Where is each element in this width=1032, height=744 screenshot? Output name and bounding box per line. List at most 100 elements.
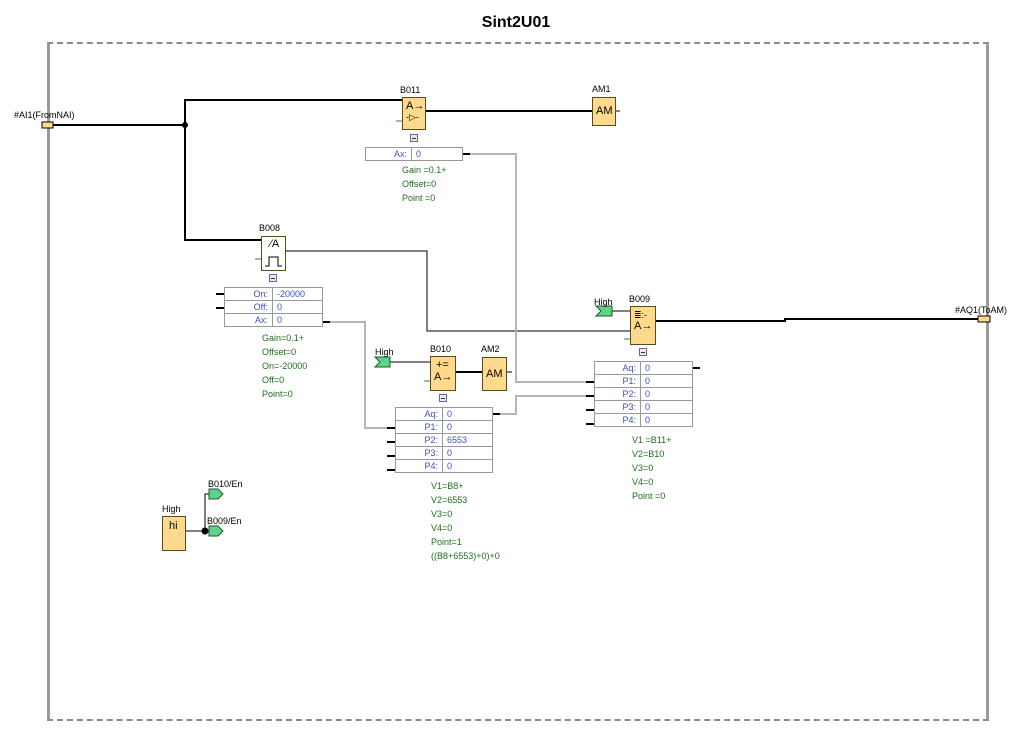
info-line: V3=0 bbox=[431, 509, 453, 519]
info-line: V3=0 bbox=[632, 463, 654, 473]
block-label: AM1 bbox=[592, 84, 611, 94]
diagram-title: Sint2U01 bbox=[481, 14, 551, 31]
param-wire-b008-b010 bbox=[330, 321, 387, 429]
block-info-b008: Gain=0.1+ Offset=0 On=-20000 Off=0 Point… bbox=[262, 331, 307, 401]
param-value[interactable]: 0 bbox=[442, 446, 493, 460]
analog-threshold-trigger-icon: ⁄A bbox=[270, 238, 280, 250]
block-label: B010 bbox=[430, 344, 452, 354]
param-value[interactable]: 0 bbox=[640, 374, 693, 388]
param-value[interactable]: 0 bbox=[442, 420, 493, 434]
info-line: V4=0 bbox=[431, 523, 453, 533]
block-b009[interactable]: ≣:- A→ bbox=[630, 306, 656, 345]
block-info-b011: Gain =0.1+ Offset=0 Point =0 bbox=[402, 163, 447, 205]
param-key: Aq: bbox=[395, 407, 443, 421]
param-key: P1: bbox=[594, 374, 641, 388]
block-b011[interactable]: A→ -▷- bbox=[402, 97, 426, 130]
block-b010[interactable]: += A→ bbox=[430, 356, 456, 391]
high-flag-b009 bbox=[594, 305, 613, 317]
info-line: V4=0 bbox=[632, 477, 654, 487]
constant-high-icon: hi bbox=[169, 520, 178, 532]
flag-b009-en bbox=[208, 525, 224, 537]
junction-dot bbox=[182, 122, 188, 128]
block-info-b010: V1=B8+ V2=6553 V3=0 V4=0 Point=1 ((B8+65… bbox=[431, 479, 500, 563]
param-value[interactable]: 0 bbox=[640, 361, 693, 375]
flag-label: B009/En bbox=[207, 516, 242, 526]
flag-label: B010/En bbox=[208, 479, 243, 489]
info-line: V2=6553 bbox=[431, 495, 468, 505]
analog-flag-icon: AM bbox=[596, 105, 613, 117]
info-line: V1=B8+ bbox=[431, 481, 464, 491]
param-key: Ax: bbox=[365, 147, 412, 161]
junction-dot bbox=[201, 527, 209, 535]
flag-b010-en bbox=[208, 488, 224, 500]
param-key: P4: bbox=[395, 459, 443, 473]
param-value[interactable]: -20000 bbox=[272, 287, 323, 301]
high-flag-b010 bbox=[373, 356, 391, 368]
param-value[interactable]: 0 bbox=[640, 400, 693, 414]
collapse-button[interactable] bbox=[410, 134, 418, 142]
param-table-b008: On: -20000 Off: 0 Ax: 0 bbox=[224, 287, 323, 327]
param-value[interactable]: 0 bbox=[272, 300, 323, 314]
info-line: Point =0 bbox=[632, 491, 666, 501]
param-value[interactable]: 0 bbox=[272, 313, 323, 327]
collapse-button[interactable] bbox=[269, 274, 277, 282]
info-line: ((B8+6553)+0)+0 bbox=[431, 551, 500, 561]
wire-to-b011 bbox=[184, 99, 402, 125]
info-line: V2=B10 bbox=[632, 449, 665, 459]
param-key: Off: bbox=[224, 300, 273, 314]
high-flag-label: High bbox=[375, 347, 394, 357]
param-key: P3: bbox=[395, 446, 443, 460]
info-line: V1 =B11+ bbox=[632, 435, 672, 445]
param-key: P1: bbox=[395, 420, 443, 434]
mux-symbol: A→ bbox=[634, 320, 653, 332]
info-line: Gain=0.1+ bbox=[262, 333, 305, 343]
analog-math-icon: += bbox=[436, 359, 449, 371]
high-flag-label: High bbox=[594, 297, 613, 307]
param-table-b009: Aq: 0 P1: 0 P2: 0 P3: 0 P4: 0 bbox=[594, 361, 693, 427]
block-label: B011 bbox=[400, 85, 421, 95]
analog-amplifier-icon: A→ bbox=[406, 100, 425, 112]
param-key: P2: bbox=[594, 387, 641, 401]
diagram-frame bbox=[47, 42, 989, 721]
analog-multiplexer-icon: ≣:- bbox=[634, 310, 648, 320]
output-connector-aq1 bbox=[977, 315, 991, 323]
collapse-button[interactable] bbox=[639, 348, 647, 356]
info-line: Gain =0.1+ bbox=[402, 165, 447, 175]
block-am1[interactable]: AM bbox=[592, 97, 616, 126]
param-value[interactable]: 6553 bbox=[442, 433, 493, 447]
info-line: Off=0 bbox=[262, 375, 285, 385]
block-label: High bbox=[162, 504, 181, 514]
param-value[interactable]: 0 bbox=[640, 413, 693, 427]
info-line: Point=1 bbox=[431, 537, 462, 547]
param-key: Aq: bbox=[594, 361, 641, 375]
input-label-ai1: #AI1(FromNAI) bbox=[14, 110, 75, 120]
wire-to-b008 bbox=[184, 125, 261, 241]
param-wire-b010-b009 bbox=[500, 395, 586, 415]
block-hi[interactable]: hi bbox=[162, 516, 186, 551]
param-value[interactable]: 0 bbox=[442, 407, 493, 421]
param-key: On: bbox=[224, 287, 273, 301]
block-info-b009: V1 =B11+ V2=B10 V3=0 V4=0 Point =0 bbox=[632, 433, 671, 503]
collapse-button[interactable] bbox=[439, 394, 447, 402]
analog-flag-icon: AM bbox=[486, 368, 503, 380]
info-line: Offset=0 bbox=[262, 347, 297, 357]
param-value[interactable]: 0 bbox=[442, 459, 493, 473]
block-label: B009 bbox=[629, 294, 651, 304]
math-symbol: A→ bbox=[434, 371, 453, 383]
param-value[interactable]: 0 bbox=[640, 387, 693, 401]
block-b008[interactable]: ⁄A bbox=[261, 236, 286, 271]
block-label: AM2 bbox=[481, 344, 500, 354]
param-table-b011: Ax: 0 bbox=[365, 147, 463, 161]
info-line: Offset=0 bbox=[402, 179, 437, 189]
block-am2[interactable]: AM bbox=[482, 357, 507, 391]
input-connector-ai1 bbox=[41, 121, 54, 129]
block-label: B008 bbox=[259, 223, 281, 233]
param-wire-b011-b009 bbox=[470, 153, 586, 383]
wire-hi bbox=[185, 493, 209, 532]
amplifier-symbol: -▷- bbox=[406, 112, 419, 122]
info-line: Point=0 bbox=[262, 389, 293, 399]
output-label-aq1: #AQ1(ToAM) bbox=[955, 305, 1008, 315]
param-table-b010: Aq: 0 P1: 0 P2: 6553 P3: 0 P4: 0 bbox=[395, 407, 493, 473]
param-value[interactable]: 0 bbox=[411, 147, 463, 161]
